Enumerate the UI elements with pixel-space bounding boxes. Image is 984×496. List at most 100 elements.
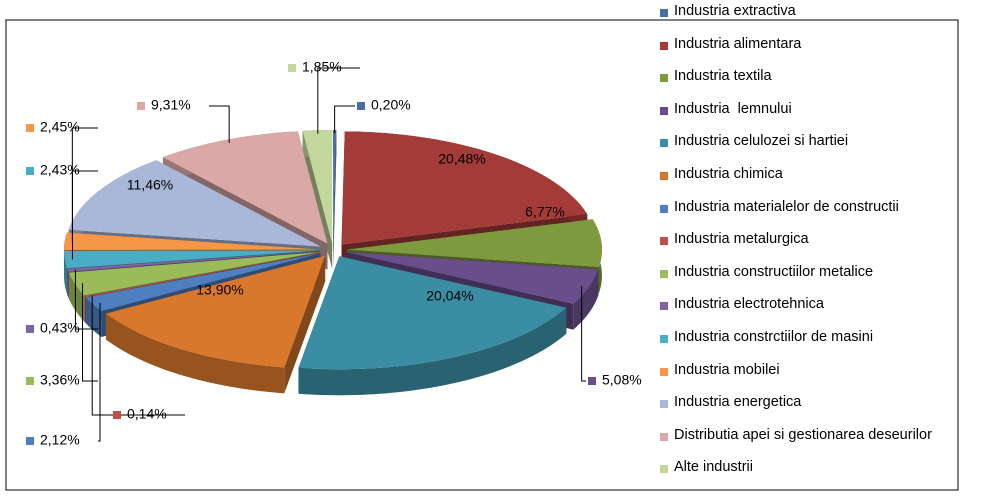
legend-item: Alte industrii <box>660 460 960 493</box>
data-label: 0,43% <box>40 320 80 336</box>
legend-item: Industria extractiva <box>660 4 960 37</box>
legend-swatch <box>660 9 668 17</box>
leader-line <box>71 127 98 242</box>
legend-label: Industria energetica <box>674 394 802 411</box>
legend-label: Distributia apei si gestionarea deseuril… <box>674 426 932 443</box>
legend-label: Industria metalurgica <box>674 231 809 248</box>
legend-item: Industria constructiilor metalice <box>660 263 960 298</box>
slice <box>86 253 321 311</box>
legend-swatch <box>660 465 668 474</box>
slice <box>84 252 321 298</box>
legend-label: Industria constructiilor metalice <box>674 263 874 280</box>
slice-side <box>84 296 86 324</box>
legend-item: Industria materialelor de constructii <box>660 198 960 233</box>
leader-line <box>209 105 230 143</box>
leader-line <box>334 105 355 134</box>
slice <box>346 219 602 267</box>
legend-swatch <box>660 334 668 343</box>
slice <box>298 256 567 396</box>
legend-label: Industria mobilei <box>674 361 780 378</box>
legend-swatch <box>660 139 668 148</box>
slice-side <box>105 313 285 394</box>
legend-swatch <box>660 171 668 180</box>
leader-line <box>98 302 101 442</box>
legend-item: Industria lemnului <box>660 100 960 135</box>
legend-item: Industria metalurgica <box>660 232 960 265</box>
legend-item: Industria chimica <box>660 165 960 200</box>
data-label: 20,04% <box>426 288 473 304</box>
legend-label: Industria electrotehnica <box>674 296 824 313</box>
slice <box>341 131 588 245</box>
slice <box>298 256 567 370</box>
legend-swatch <box>660 74 668 83</box>
label-marker <box>588 377 596 385</box>
legend-label: Industria alimentara <box>674 35 802 52</box>
data-label: 20,48% <box>438 151 485 167</box>
legend-swatch <box>660 237 668 246</box>
slice <box>68 160 321 247</box>
slice-side <box>68 251 320 299</box>
label-marker <box>26 167 34 175</box>
legend-item: Industria electrotehnica <box>660 297 960 330</box>
data-label: 2,12% <box>40 432 80 448</box>
legend-swatch <box>660 41 668 50</box>
slice <box>64 232 320 250</box>
slice <box>333 130 337 244</box>
label-marker <box>26 437 34 445</box>
slice <box>302 130 333 244</box>
legend-swatch <box>660 432 668 441</box>
legend-label: Industria lemnului <box>674 100 792 117</box>
data-label: 11,46% <box>127 177 173 193</box>
data-label: 9,31% <box>151 97 191 113</box>
legend-swatch <box>660 367 668 376</box>
slice-side <box>573 269 599 330</box>
slice <box>333 130 337 270</box>
label-marker <box>26 124 34 132</box>
legend-item: Industria mobilei <box>660 361 960 396</box>
legend-label: Industria textila <box>674 68 772 85</box>
leader-line <box>317 67 360 134</box>
slice-side <box>86 297 102 337</box>
data-label: 2,45% <box>40 119 80 135</box>
legend-item: Industria celulozei si hartiei <box>660 134 960 167</box>
leader-line <box>581 285 586 382</box>
label-marker <box>137 102 145 110</box>
legend-label: Alte industrii <box>674 459 753 476</box>
slice <box>105 255 326 394</box>
legend-label: Industria celulozei si hartiei <box>674 133 849 150</box>
slice-side <box>333 130 337 270</box>
slice <box>67 251 320 272</box>
data-label: 6,77% <box>525 204 565 220</box>
data-label: 0,20% <box>371 97 411 113</box>
legend-item: Industria textila <box>660 69 960 102</box>
slice <box>346 252 599 304</box>
slice-side <box>68 272 85 322</box>
data-label: 1,85% <box>302 59 342 75</box>
slice <box>105 255 326 368</box>
label-marker <box>26 325 34 333</box>
label-marker <box>26 377 34 385</box>
legend-label: Industria extractiva <box>674 3 796 19</box>
legend-label: Industria materialelor de constructii <box>674 198 899 215</box>
legend-item: Industria constrctiilor de masini <box>660 328 960 363</box>
legend-label: Industria chimica <box>674 165 783 182</box>
label-marker <box>357 102 365 110</box>
legend-item: Distributia apei si gestionarea deseuril… <box>660 426 960 461</box>
data-label: 2,43% <box>40 162 80 178</box>
slice <box>68 251 320 296</box>
data-label: 5,08% <box>602 372 642 388</box>
leader-line <box>82 283 98 382</box>
legend-label: Industria constrctiilor de masini <box>674 328 874 345</box>
data-label: 13,90% <box>196 282 243 298</box>
legend-swatch <box>660 400 668 409</box>
label-marker <box>288 64 296 72</box>
legend-swatch <box>660 106 668 115</box>
slice-side <box>284 255 326 394</box>
leader-line <box>91 295 185 416</box>
slice-side <box>67 268 69 298</box>
leader-line <box>74 269 98 330</box>
slice <box>64 250 320 269</box>
legend-item: Industria energetica <box>660 395 960 428</box>
